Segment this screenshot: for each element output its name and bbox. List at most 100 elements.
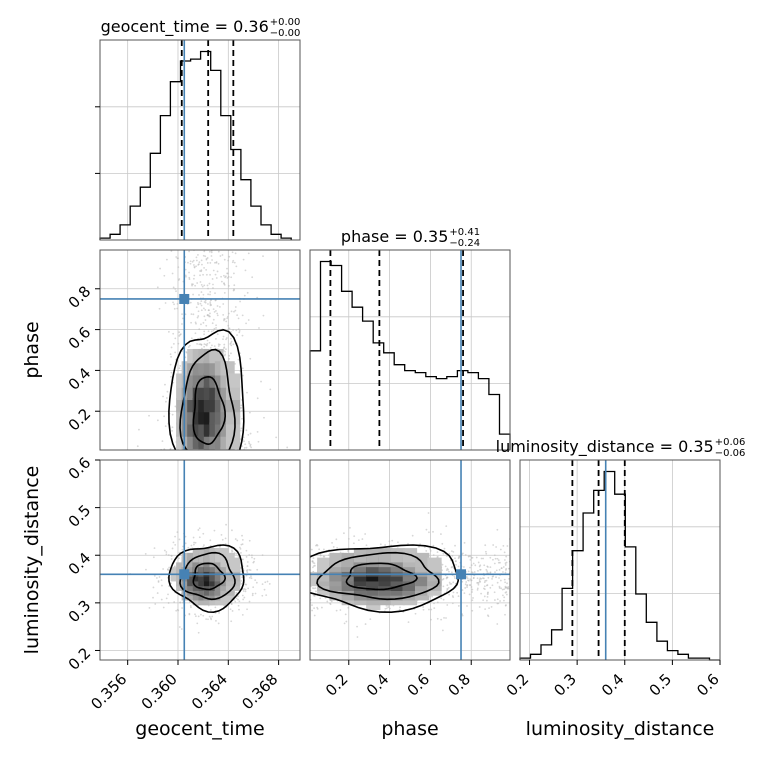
sample-point: [164, 302, 167, 304]
sample-point: [239, 300, 241, 303]
sample-point: [176, 257, 179, 260]
density-cell: [220, 446, 235, 450]
sample-point: [443, 547, 446, 550]
sample-point: [480, 577, 483, 580]
sample-point: [356, 636, 359, 638]
sample-point: [203, 343, 206, 346]
sample-point: [197, 631, 200, 634]
density-panel-phase-luminosity_distance: [310, 512, 510, 638]
sample-point: [193, 265, 196, 268]
sample-point: [172, 332, 175, 335]
sample-point: [499, 600, 501, 602]
truth-marker: [179, 569, 190, 580]
sample-point: [244, 583, 247, 586]
sample-point: [486, 565, 489, 568]
sample-point: [193, 264, 195, 266]
sample-point: [156, 592, 159, 594]
sample-point: [503, 599, 505, 602]
sample-point: [198, 261, 201, 264]
sample-point: [500, 587, 503, 590]
sample-point: [480, 557, 483, 560]
sample-point: [246, 565, 249, 568]
sample-point: [441, 542, 444, 545]
sample-point: [232, 343, 235, 346]
sample-point: [170, 375, 172, 378]
sample-point: [232, 259, 235, 262]
sample-point: [492, 558, 494, 561]
sample-point: [473, 571, 476, 573]
sample-point: [218, 612, 220, 614]
sample-point: [237, 604, 240, 607]
sample-point: [313, 562, 316, 565]
sample-point: [196, 343, 198, 345]
sample-point: [215, 309, 217, 312]
sample-point: [223, 258, 226, 261]
sample-point: [250, 554, 253, 557]
sample-point: [241, 314, 244, 317]
sample-point: [379, 543, 382, 546]
sample-point: [209, 312, 211, 315]
sample-point: [242, 436, 245, 439]
sample-point: [312, 557, 315, 560]
sample-point: [251, 556, 253, 559]
sample-point: [499, 548, 502, 551]
sample-point: [452, 591, 455, 594]
sample-point: [173, 303, 175, 306]
sample-point: [251, 594, 254, 597]
sample-point: [211, 344, 213, 347]
sample-point: [506, 545, 509, 547]
title-minus: −0.00: [270, 28, 301, 39]
sample-point: [323, 555, 326, 558]
sample-point: [202, 293, 205, 296]
sample-point: [495, 569, 498, 572]
sample-point: [209, 346, 212, 349]
sample-point: [432, 554, 435, 557]
sample-point: [235, 591, 238, 594]
sample-point: [203, 307, 205, 310]
sample-point: [218, 306, 221, 308]
sample-point: [486, 596, 489, 598]
sample-point: [216, 270, 219, 273]
sample-point: [181, 317, 184, 320]
sample-point: [407, 542, 409, 545]
sample-point: [505, 593, 508, 596]
sample-point: [200, 343, 203, 346]
sample-point: [223, 346, 226, 349]
sample-point: [194, 284, 197, 287]
sample-point: [467, 579, 470, 582]
sample-point: [176, 307, 179, 310]
sample-point: [246, 391, 248, 394]
sample-point: [227, 284, 230, 287]
sample-point: [476, 588, 479, 591]
sample-point: [494, 571, 496, 574]
sample-point: [248, 600, 251, 603]
sample-point: [219, 255, 222, 257]
sample-point: [165, 551, 168, 553]
sample-point: [502, 545, 505, 547]
sample-point: [193, 541, 195, 544]
sample-point: [167, 568, 169, 571]
sample-point: [250, 575, 252, 578]
sample-point: [502, 571, 504, 573]
sample-point: [425, 550, 428, 552]
sample-point: [407, 621, 410, 624]
sample-point: [234, 252, 237, 255]
sample-point: [193, 274, 196, 277]
sample-point: [206, 284, 209, 287]
sample-point: [187, 546, 190, 549]
sample-point: [441, 563, 444, 566]
sample-point: [470, 564, 473, 567]
sample-point: [191, 260, 194, 263]
sample-point: [250, 577, 253, 580]
sample-point: [488, 607, 490, 610]
sample-point: [178, 278, 181, 280]
sample-point: [311, 566, 314, 569]
sample-point: [335, 609, 338, 612]
sample-point: [389, 607, 391, 610]
sample-point: [230, 620, 233, 623]
sample-point: [480, 592, 483, 595]
sample-point: [231, 610, 234, 612]
sample-point: [221, 538, 224, 541]
sample-point: [472, 597, 474, 599]
sample-point: [240, 404, 243, 407]
